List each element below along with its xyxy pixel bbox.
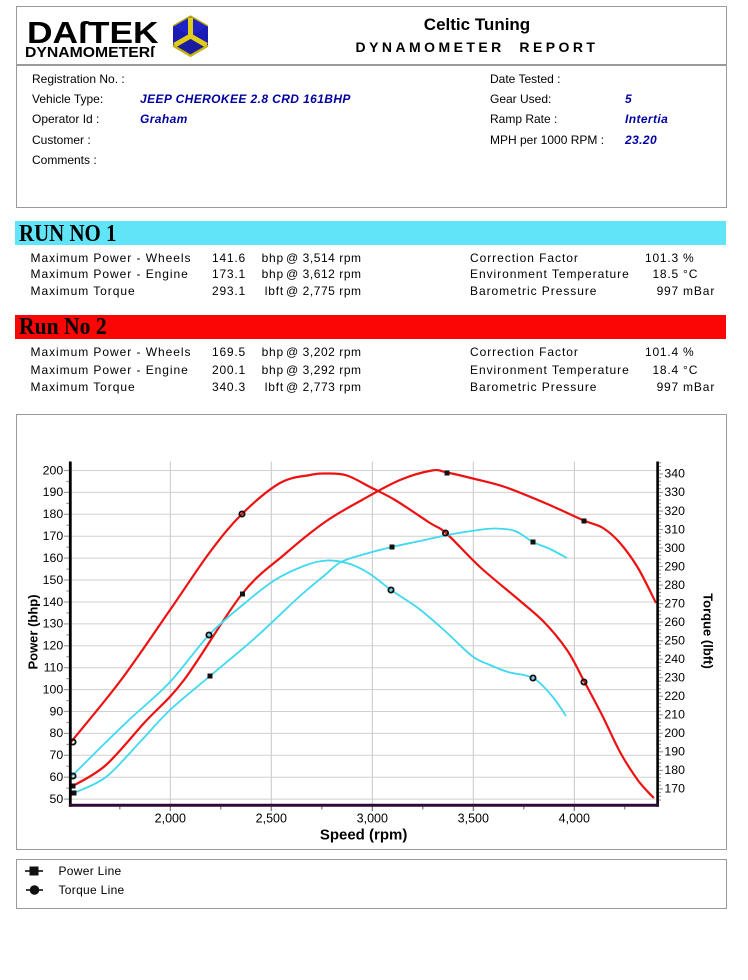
svg-text:100: 100 bbox=[43, 682, 64, 696]
svg-text:250: 250 bbox=[664, 634, 685, 648]
svg-text:280: 280 bbox=[664, 578, 685, 592]
svg-text:150: 150 bbox=[43, 573, 64, 587]
svg-text:140: 140 bbox=[43, 595, 64, 609]
svg-text:310: 310 bbox=[664, 522, 685, 536]
svg-text:50: 50 bbox=[50, 792, 64, 806]
svg-text:130: 130 bbox=[43, 617, 64, 631]
svg-text:Power (bhp): Power (bhp) bbox=[26, 594, 41, 669]
svg-text:340: 340 bbox=[664, 467, 685, 481]
svg-text:120: 120 bbox=[43, 639, 64, 653]
svg-text:Speed (rpm): Speed (rpm) bbox=[320, 827, 408, 844]
svg-text:190: 190 bbox=[43, 485, 64, 499]
svg-text:80: 80 bbox=[50, 726, 64, 740]
svg-text:3,500: 3,500 bbox=[458, 811, 489, 825]
svg-text:3,000: 3,000 bbox=[357, 811, 388, 825]
svg-text:170: 170 bbox=[43, 529, 64, 543]
svg-text:180: 180 bbox=[43, 507, 64, 521]
svg-text:210: 210 bbox=[664, 708, 685, 722]
svg-text:4,000: 4,000 bbox=[559, 811, 590, 825]
svg-text:220: 220 bbox=[664, 689, 685, 703]
svg-text:110: 110 bbox=[44, 661, 64, 675]
svg-text:260: 260 bbox=[664, 615, 685, 629]
svg-text:200: 200 bbox=[43, 463, 64, 477]
svg-text:200: 200 bbox=[664, 726, 685, 740]
svg-text:60: 60 bbox=[50, 770, 64, 784]
svg-text:290: 290 bbox=[664, 559, 685, 573]
svg-text:300: 300 bbox=[664, 541, 685, 555]
svg-text:Torque (lbft): Torque (lbft) bbox=[701, 593, 716, 669]
svg-text:320: 320 bbox=[664, 504, 685, 518]
svg-text:240: 240 bbox=[664, 652, 685, 666]
svg-text:180: 180 bbox=[664, 763, 685, 777]
svg-text:170: 170 bbox=[664, 782, 685, 796]
svg-text:70: 70 bbox=[50, 748, 64, 762]
svg-text:2,500: 2,500 bbox=[256, 811, 287, 825]
svg-text:330: 330 bbox=[664, 485, 685, 499]
svg-text:160: 160 bbox=[43, 551, 64, 565]
svg-text:90: 90 bbox=[50, 704, 64, 718]
svg-text:2,000: 2,000 bbox=[155, 811, 186, 825]
svg-text:190: 190 bbox=[664, 745, 685, 759]
svg-text:270: 270 bbox=[664, 596, 685, 610]
svg-text:230: 230 bbox=[664, 671, 685, 685]
